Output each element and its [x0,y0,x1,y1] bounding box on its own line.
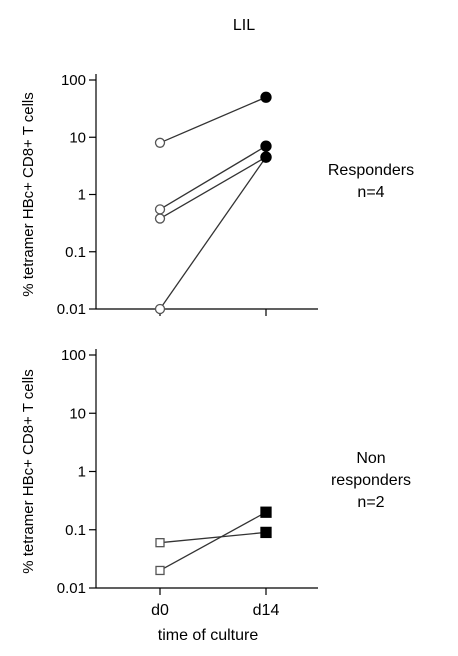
y-axis-label: % tetramer HBc+ CD8+ T cells [20,369,37,574]
data-point [154,303,166,315]
group-label: Responders [328,162,414,179]
group-label: responders [331,472,411,489]
data-point [155,565,165,576]
x-tick-label: d0 [151,602,169,619]
data-point [154,137,166,148]
group-label: n=2 [357,494,384,511]
y-tick-label: 1 [78,187,86,204]
y-tick-label: 10 [69,129,86,146]
y-tick-label: 1 [78,464,86,481]
x-tick-label: d14 [253,602,280,619]
y-tick-label: 0.1 [65,522,86,539]
panel-responders: 0.01 0.1 1 10 100 % tetramer HBc+ CD8+ T cell… [20,72,414,318]
chart-title: LIL [233,17,255,34]
y-tick-label: 0.01 [57,580,86,597]
y-tick-label: 100 [61,347,86,364]
x-axis-label: time of culture [158,627,259,644]
y-tick-label: 10 [69,405,86,422]
series-line [159,511,267,572]
series-line [159,531,267,544]
y-axis-label: % tetramer HBc+ CD8+ T cells [20,92,37,297]
y-tick-label: 100 [61,72,86,89]
group-label: Non [356,450,385,467]
group-label: n=4 [357,184,384,201]
data-point [260,506,272,518]
data-point [155,538,165,548]
y-tick-label: 0.01 [57,301,86,318]
data-point [260,151,272,163]
data-point [154,213,166,224]
data-point [260,91,272,103]
data-point [260,526,272,539]
y-tick-label: 0.1 [65,244,86,261]
panel-non-responders: 0.01 0.1 1 10 100 d0 d14 % tetramer HBc+ CD8+ T… [20,347,411,619]
data-point [260,140,272,152]
series-line [159,96,267,144]
series-line [159,156,267,310]
series-line [159,145,267,210]
series-line [159,156,267,220]
data-point [154,204,166,215]
